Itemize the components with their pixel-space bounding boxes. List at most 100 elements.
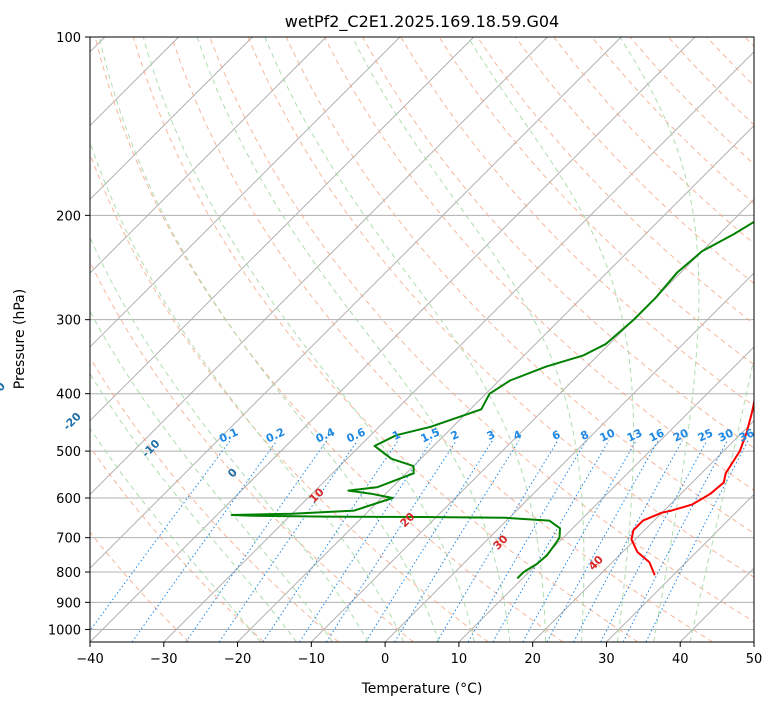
mixing-ratio-label: 0.2 xyxy=(264,425,287,445)
y-tick-label: 700 xyxy=(56,532,81,547)
isotherm-line xyxy=(606,493,754,642)
mixing-ratio-label: 6 xyxy=(550,428,563,443)
isotherm-line xyxy=(90,37,475,422)
mixing-ratio-label: 3 xyxy=(485,428,497,443)
x-tick-label: 50 xyxy=(746,652,763,667)
x-tick-label: 0 xyxy=(381,652,389,667)
moist-adiabat-line xyxy=(90,236,369,642)
isotherm-line xyxy=(163,51,754,642)
mixing-ratio-line xyxy=(492,440,610,642)
tick-layer: −40 −30 −20 −10 0 10 20 30 40 5010020030040050060… xyxy=(48,31,762,667)
mixing-ratio-line xyxy=(600,440,708,642)
dry-adiabat-label: 30 xyxy=(491,532,511,552)
y-tick-label: 100 xyxy=(56,31,81,46)
dry-adiabat-line xyxy=(90,356,339,642)
y-tick-label: 200 xyxy=(56,209,81,224)
mixing-ratio-line xyxy=(325,440,457,642)
mixing-ratio-line xyxy=(436,440,559,642)
mixing-ratio-label: 30 xyxy=(716,426,736,444)
dry-adiabat-line xyxy=(400,37,754,407)
dry-adiabat-line xyxy=(553,37,754,245)
dry-adiabat-line xyxy=(706,37,754,87)
dewpoint-line xyxy=(230,220,754,580)
mixing-ratio-label: 36 xyxy=(737,426,757,444)
dry-adiabat-line xyxy=(744,37,754,47)
x-tick-label: 30 xyxy=(598,652,615,667)
mixing-ratio-label: 2 xyxy=(449,428,461,443)
background-lines xyxy=(90,37,754,642)
x-axis-label: Temperature (°C) xyxy=(361,681,483,697)
x-tick-label: 40 xyxy=(672,652,689,667)
mixing-ratio-line xyxy=(546,440,659,642)
mixing-ratio-line xyxy=(365,440,493,642)
moist-adiabat-line xyxy=(196,37,511,642)
mixing-ratio-line xyxy=(131,440,278,642)
y-tick-label: 300 xyxy=(56,314,81,329)
mixing-ratio-label: 8 xyxy=(579,428,591,443)
dry-adiabat-line xyxy=(362,37,754,449)
dry-adiabat-line xyxy=(247,37,754,578)
x-tick-label: −40 xyxy=(76,652,103,667)
isotherm-line xyxy=(90,37,696,642)
y-tick-label: 500 xyxy=(56,445,81,460)
series-layer xyxy=(230,220,754,580)
y-tick-label: 1000 xyxy=(48,623,81,638)
mixing-ratio-line xyxy=(90,440,231,632)
y-axis-label: Pressure (hPa) xyxy=(12,289,28,389)
mixing-ratio-line xyxy=(299,440,433,642)
mixing-ratio-label: 1 xyxy=(390,428,402,443)
moist-adiabat-line xyxy=(90,140,405,642)
dry-adiabat-line xyxy=(629,37,754,165)
moist-adiabat-line xyxy=(98,37,440,642)
dry-adiabat-line xyxy=(90,531,190,642)
isotherm-line xyxy=(90,37,327,274)
isotherm-line xyxy=(90,37,622,569)
moist-adiabat-line xyxy=(90,372,297,642)
isotherm-line xyxy=(90,37,401,348)
chart-title: wetPf2_C2E1.2025.169.18.59.G04 xyxy=(285,12,559,32)
mixing-ratio-line xyxy=(467,440,587,642)
dry-adiabat-line xyxy=(591,37,754,205)
y-tick-label: 400 xyxy=(56,388,81,403)
isotherm-line xyxy=(90,37,548,496)
y-tick-label: 800 xyxy=(56,566,81,581)
dry-adiabat-line xyxy=(132,37,639,642)
moist-adiabat-line xyxy=(264,37,547,642)
dry-adiabat-line xyxy=(90,260,414,642)
x-tick-label: −20 xyxy=(224,652,251,667)
dry-adiabat-line xyxy=(209,37,754,623)
mixing-ratio-label: 0.6 xyxy=(344,425,367,445)
x-tick-label: 20 xyxy=(524,652,541,667)
moist-adiabat-line xyxy=(142,37,475,642)
isotherm-line xyxy=(679,567,754,642)
moist-adiabat-line xyxy=(619,37,700,642)
dry-adiabat-label: 20 xyxy=(398,510,418,530)
mixing-ratio-label: 16 xyxy=(647,426,667,444)
moist-adiabat-line xyxy=(689,356,754,642)
dry-adiabat-label: -20 xyxy=(61,410,84,433)
mixing-ratio-label: 0.4 xyxy=(314,425,337,445)
mixing-ratio-line xyxy=(522,440,637,642)
plot-frame xyxy=(89,36,755,643)
isotherm-line xyxy=(532,419,754,642)
mixing-ratio-line xyxy=(622,440,728,642)
moist-adiabat-line xyxy=(90,427,261,642)
mixing-ratio-line xyxy=(645,440,749,642)
dry-adiabat-line xyxy=(90,152,489,642)
dry-adiabat-line xyxy=(90,446,265,642)
isotherm-line xyxy=(237,124,754,642)
x-tick-label: 10 xyxy=(451,652,468,667)
y-tick-label: 600 xyxy=(56,492,81,507)
moist-adiabat-line xyxy=(351,37,585,642)
isotherm-line xyxy=(90,37,253,201)
x-tick-label: −30 xyxy=(150,652,177,667)
dry-adiabat-label: -10 xyxy=(139,437,162,460)
mixing-ratio-line xyxy=(573,440,683,642)
label-layer: 0.10.20.40.611.52346810131620253036-100-… xyxy=(0,379,757,573)
mixing-ratio-label: 25 xyxy=(696,426,715,444)
mixing-ratio-line xyxy=(262,440,399,642)
dry-adiabat-label: -30 xyxy=(0,379,8,402)
moist-adiabat-line xyxy=(90,310,333,642)
dry-adiabat-line xyxy=(476,37,754,325)
y-tick-label: 900 xyxy=(56,596,81,611)
